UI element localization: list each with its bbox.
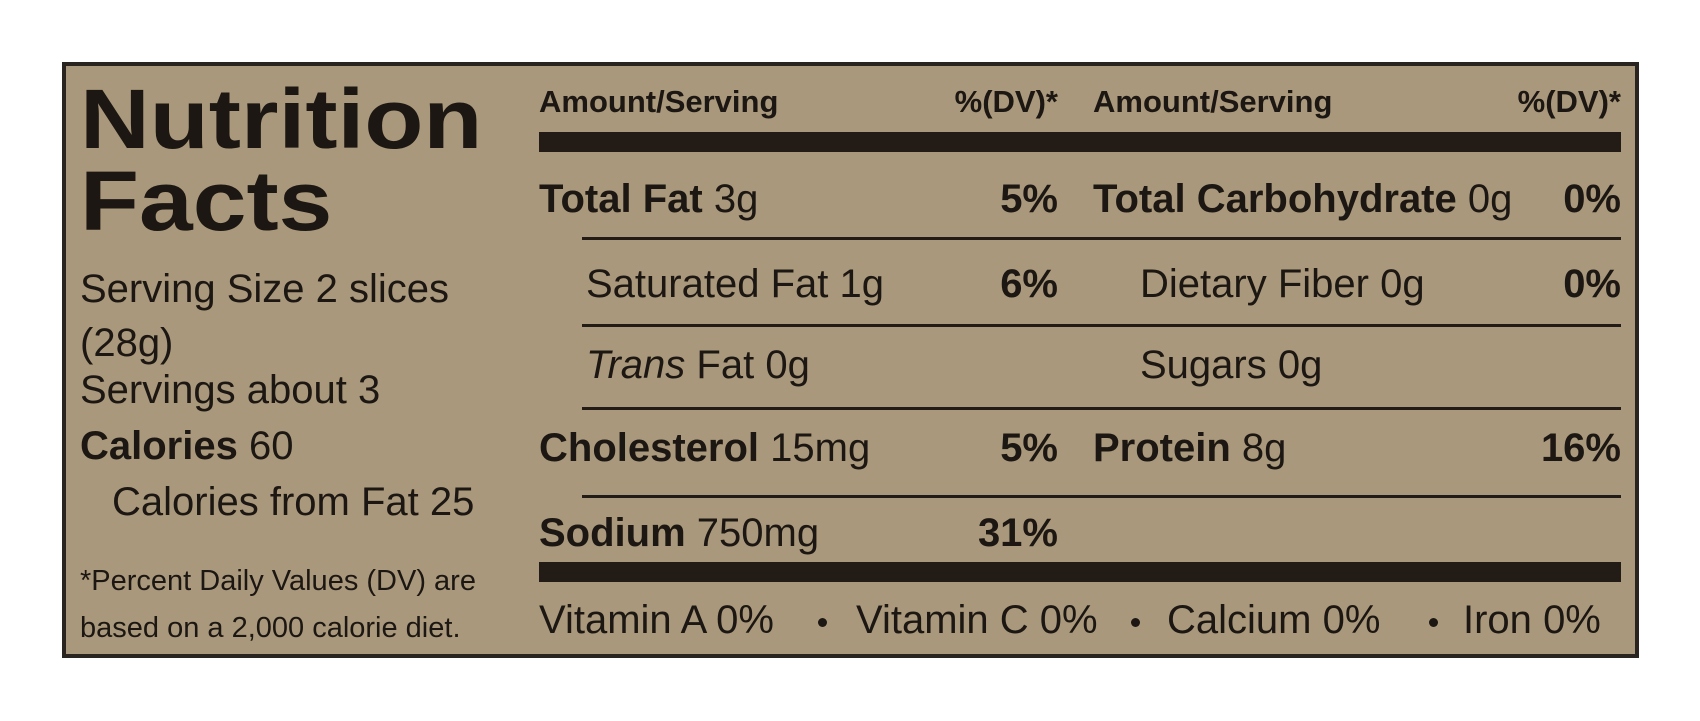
nutrient-amount: 0g [1380, 262, 1425, 306]
title: Nutrition Facts [80, 72, 483, 249]
vitamin-name: Vitamin C [856, 598, 1029, 642]
row-rule [582, 237, 1621, 240]
calories-label: Calories [80, 424, 238, 468]
nutrient-amount: 1g [839, 262, 885, 306]
nutrient-name: Saturated Fat [586, 262, 829, 306]
bullet [1131, 618, 1140, 627]
bullet [1429, 618, 1438, 627]
row-rule [582, 407, 1621, 410]
nutrient-name: Cholesterol [539, 426, 760, 470]
thick-rule [539, 132, 1621, 152]
vitamin-name: Iron [1463, 598, 1532, 642]
thick-rule [539, 562, 1621, 582]
nutrient-amount: 0g [1277, 343, 1323, 387]
nutrient-amount: 0g [765, 343, 810, 387]
nutrient-amount: 0g [1467, 177, 1513, 221]
calories: Calories 60 [80, 426, 293, 466]
calories-from-fat: Calories from Fat 25 [112, 480, 475, 524]
nutrient-name-italic: Trans [586, 343, 686, 387]
nutrition-label: Nutrition Facts Serving Size 2 slices (2… [62, 62, 1639, 658]
vitamin-name: Vitamin A [539, 598, 706, 642]
column-header: Amount/Serving [1093, 84, 1333, 119]
vitamin-name: Calcium [1167, 598, 1312, 642]
vitamin-dv: 0% [1543, 598, 1601, 642]
nutrient-row: Trans Fat 0g [586, 345, 810, 385]
nutrient-amount: 3g [713, 177, 759, 221]
nutrient-row: Dietary Fiber 0g [1140, 264, 1425, 304]
bullet [818, 618, 827, 627]
nutrient-amount: 750mg [696, 511, 820, 555]
nutrient-name: Protein [1093, 426, 1231, 470]
nutrient-row: Cholesterol 15mg [539, 428, 870, 468]
daily-value: 5% [1000, 426, 1058, 470]
nutrient-amount: 8g [1241, 426, 1287, 470]
column-header: %(DV)* [1517, 84, 1621, 119]
nutrient-name: Sodium [539, 511, 686, 555]
nutrient-amount: 15mg [770, 426, 871, 470]
row-rule [582, 495, 1621, 498]
footnote: *Percent Daily Values (DV) are based on … [80, 565, 476, 644]
row-rule [582, 324, 1621, 327]
vitamin: Calcium 0% [1167, 600, 1380, 640]
column-header: Amount/Serving [539, 84, 779, 119]
nutrient-name: Total Carbohydrate [1093, 177, 1457, 221]
calories-value: 60 [248, 424, 294, 468]
nutrient-row: Protein 8g [1093, 428, 1286, 468]
servings: Servings about 3 [80, 368, 381, 412]
vitamin-dv: 0% [716, 598, 774, 642]
nutrient-row: Saturated Fat 1g [586, 264, 884, 304]
nutrient-name: Sugars [1140, 343, 1267, 387]
nutrient-row: Total Carbohydrate 0g [1093, 179, 1512, 219]
vitamin: Vitamin C 0% [856, 600, 1098, 640]
nutrient-name: Dietary Fiber [1140, 262, 1369, 306]
daily-value: 0% [1563, 177, 1621, 221]
nutrient-name: Total Fat [539, 177, 703, 221]
vitamin: Iron 0% [1463, 600, 1601, 640]
daily-value: 16% [1540, 426, 1621, 470]
daily-value: 0% [1563, 262, 1621, 306]
daily-value: 31% [977, 511, 1058, 555]
nutrient-name: Fat [696, 343, 755, 387]
nutrient-row: Sodium 750mg [539, 513, 819, 553]
serving-size: Serving Size 2 slices (28g) [80, 267, 450, 365]
vitamin: Vitamin A 0% [539, 600, 774, 640]
vitamin-dv: 0% [1039, 598, 1098, 642]
daily-value: 6% [1000, 262, 1058, 306]
daily-value: 5% [1000, 177, 1058, 221]
nutrient-row: Total Fat 3g [539, 179, 758, 219]
nutrient-row: Sugars 0g [1140, 345, 1322, 385]
column-header: %(DV)* [954, 84, 1058, 119]
vitamin-dv: 0% [1322, 598, 1381, 642]
